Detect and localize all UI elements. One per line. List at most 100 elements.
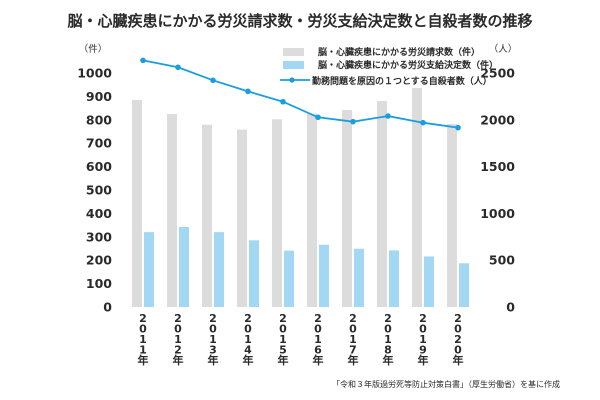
- x-tick-char: 2: [419, 312, 427, 325]
- suicides-point: [350, 118, 356, 125]
- left-tick-label: 0: [103, 300, 112, 315]
- x-tick-char: 0: [209, 323, 217, 336]
- left-tick-label: 1000: [77, 66, 112, 81]
- x-tick-char: 1: [279, 333, 287, 346]
- chart-title: 脳・心臓疾患にかかる労災請求数・労災支給決定数と自殺者数の推移: [67, 12, 532, 30]
- x-tick-char: 年: [453, 353, 464, 367]
- x-tick-char: 4: [244, 344, 252, 357]
- x-tick-char: 年: [278, 353, 289, 367]
- bar-approved: [459, 263, 469, 307]
- right-tick-label: 0: [506, 300, 515, 315]
- legend-swatch-claims: [283, 48, 304, 56]
- left-tick-label: 700: [86, 136, 112, 151]
- x-tick-char: 0: [314, 323, 322, 336]
- left-tick-label: 400: [86, 206, 112, 221]
- x-tick-char: 2: [174, 344, 182, 357]
- x-tick-char: 年: [138, 353, 149, 367]
- x-tick-char: 6: [314, 344, 322, 357]
- legend-marker-suicides: [289, 77, 295, 83]
- right-tick-label: 1000: [480, 206, 515, 221]
- right-tick-label: 1500: [480, 159, 515, 174]
- bar-claims: [202, 124, 212, 308]
- x-tick-char: 1: [139, 333, 147, 346]
- right-tick-label: 2500: [480, 66, 515, 81]
- x-tick-char: 年: [208, 353, 219, 367]
- suicides-point: [210, 77, 216, 84]
- x-tick-char: 2: [454, 333, 462, 346]
- x-tick-char: 0: [139, 323, 147, 336]
- bar-approved: [319, 244, 329, 307]
- bar-claims: [272, 119, 282, 307]
- x-tick-char: 2: [384, 312, 392, 325]
- left-tick-label: 600: [86, 159, 112, 174]
- x-tick-char: 1: [349, 333, 357, 346]
- x-tick-char: 年: [173, 353, 184, 367]
- x-tick-char: 1: [209, 333, 217, 346]
- legend-label-claims: 脳・心臓疾患にかかる労災請求数（件）: [317, 46, 480, 58]
- x-tick-char: 2: [209, 312, 217, 325]
- bar-approved: [144, 232, 154, 307]
- bar-approved: [284, 250, 294, 307]
- right-tick-label: 2000: [480, 112, 515, 127]
- legend-label-approved: 脳・心臓疾患にかかる労災支給決定数（件）: [317, 59, 498, 71]
- left-tick-label: 200: [86, 253, 112, 268]
- x-tick-char: 0: [279, 323, 287, 336]
- x-tick-char: 7: [349, 344, 357, 357]
- x-tick-char: 2: [279, 312, 287, 325]
- x-tick-char: 2: [139, 312, 147, 325]
- bar-approved: [249, 240, 259, 307]
- suicides-point: [280, 98, 286, 105]
- x-tick-char: 2: [349, 312, 357, 325]
- x-tick-char: 0: [454, 344, 462, 357]
- bar-claims: [412, 87, 422, 307]
- x-tick-char: 1: [314, 333, 322, 346]
- x-tick-char: 年: [418, 353, 429, 367]
- bar-approved: [389, 250, 399, 307]
- left-tick-label: 300: [86, 229, 112, 244]
- left-tick-label: 900: [86, 89, 112, 104]
- x-tick-char: 1: [139, 344, 147, 357]
- x-tick-char: 0: [419, 323, 427, 336]
- x-tick-char: 0: [384, 323, 392, 336]
- legend-swatch-approved: [283, 61, 304, 69]
- x-tick-char: 3: [209, 344, 217, 357]
- bar-approved: [424, 256, 434, 307]
- x-tick-char: 2: [454, 312, 462, 325]
- bar-claims: [447, 124, 457, 308]
- legend-label-suicides: 勤務問題を原因の１つとする自殺者数（人）: [312, 75, 492, 87]
- right-axis-unit: （人）: [489, 43, 518, 55]
- x-tick-char: 1: [174, 333, 182, 346]
- x-tick-char: 5: [279, 344, 287, 357]
- left-tick-label: 100: [86, 276, 112, 291]
- x-tick-char: 0: [349, 323, 357, 336]
- bar-claims: [377, 101, 387, 307]
- suicides-point: [245, 88, 251, 95]
- x-tick-char: 1: [419, 333, 427, 346]
- x-tick-char: 9: [419, 344, 427, 357]
- x-tick-char: 0: [454, 323, 462, 336]
- x-tick-char: 年: [313, 353, 324, 367]
- x-tick-char: 年: [243, 353, 254, 367]
- x-tick-char: 年: [383, 353, 394, 367]
- bar-claims: [307, 113, 317, 307]
- suicides-point: [455, 124, 461, 131]
- suicides-point: [315, 114, 321, 121]
- bar-approved: [354, 248, 364, 307]
- suicides-point: [420, 119, 426, 126]
- left-tick-label: 500: [86, 183, 112, 198]
- bar-claims: [237, 129, 247, 307]
- x-tick-char: 1: [244, 333, 252, 346]
- bars: [132, 87, 469, 308]
- left-tick-label: 800: [86, 112, 112, 127]
- bar-claims: [132, 99, 142, 307]
- x-axis: 2011年2012年2013年2014年2015年2016年2017年2018年…: [138, 312, 464, 367]
- x-tick-char: 1: [384, 333, 392, 346]
- line-series: [140, 57, 461, 131]
